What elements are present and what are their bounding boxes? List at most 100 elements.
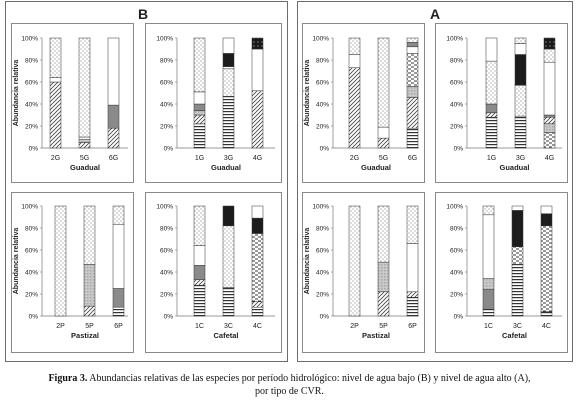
y-tick-label: 60%	[25, 80, 38, 87]
bar-segment	[251, 205, 264, 219]
bar-segment	[377, 291, 390, 317]
x-category-label: 6G	[109, 155, 118, 162]
x-category-label: 4G	[253, 155, 262, 162]
x-axis-title: Guadual	[361, 163, 391, 172]
bar-segment	[222, 37, 235, 54]
bar-segment	[406, 297, 419, 317]
bar-segment	[511, 205, 524, 211]
x-category-label: 4C	[542, 323, 551, 330]
x-category-label: 6G	[408, 155, 417, 162]
bar-segment	[406, 53, 419, 87]
y-tick-label: 60%	[450, 248, 463, 255]
bar-segment	[193, 265, 206, 280]
bar-segment	[348, 54, 361, 68]
figure-caption: Figura 3. Abundancias relativas de las e…	[0, 372, 579, 398]
bar-segment	[49, 37, 62, 78]
y-tick-label: 80%	[25, 58, 38, 65]
bar-segment	[406, 291, 419, 298]
panel-b-letter: B	[138, 6, 149, 22]
bar-segment	[485, 116, 498, 149]
caption-text-1: Abundancias relativas de las especies po…	[87, 373, 531, 384]
y-tick-label: 20%	[316, 292, 329, 299]
bar-segment	[482, 278, 495, 290]
y-tick-label: 20%	[450, 124, 463, 131]
x-axis-title: Cafetal	[502, 331, 527, 340]
bar-segment	[377, 37, 390, 128]
x-axis-title: Pastizal	[71, 331, 99, 340]
x-category-label: 2G	[350, 155, 359, 162]
bar-segment	[540, 311, 553, 317]
y-tick-label: 20%	[25, 124, 38, 131]
caption-line-2: por tipo de CVR.	[255, 386, 324, 397]
y-axis-title: Abundancia relativa	[13, 228, 20, 295]
bar-segment	[406, 37, 419, 43]
bar-segment	[377, 261, 390, 293]
bar-segment	[193, 205, 206, 246]
bar-segment	[83, 305, 96, 317]
bar-segment	[193, 103, 206, 111]
bar-segment	[406, 42, 419, 48]
y-tick-label: 0%	[29, 146, 39, 153]
y-axis-title: Abundancia relativa	[304, 228, 311, 295]
bar-segment	[543, 114, 556, 118]
chart-A-cafetal: 0% 20% 40% 60% 80% 100% 1C 3C 4C Cafetal	[446, 204, 562, 340]
y-tick-label: 0%	[454, 146, 464, 153]
bar-segment	[222, 225, 235, 288]
chart-A-guadual-a: 0% 20% 40% 60% 80% 100% 2G 5G 6G Guadual Abundanci…	[304, 36, 419, 172]
x-axis-title: Pastizal	[362, 331, 390, 340]
y-tick-label: 20%	[160, 124, 173, 131]
y-tick-label: 100%	[312, 36, 329, 43]
bar-segment	[514, 37, 527, 44]
bar-segment	[406, 243, 419, 293]
y-tick-label: 60%	[160, 80, 173, 87]
y-tick-label: 0%	[320, 314, 330, 321]
bar-segment	[78, 37, 91, 138]
bar-segment	[482, 205, 495, 216]
bar-segment	[83, 205, 96, 265]
x-category-label: 6P	[114, 323, 123, 330]
chart-B-cafetal: 0% 20% 40% 60% 80% 100% 1C 3C 4C Cafetal	[156, 204, 275, 340]
y-tick-label: 100%	[156, 36, 173, 43]
bar-segment	[107, 104, 120, 129]
bar-segment	[540, 205, 553, 214]
bar-segment	[78, 136, 91, 140]
bar-segment	[251, 90, 264, 149]
bar-segment	[511, 264, 524, 317]
bar-segment	[251, 37, 264, 50]
bar-segment	[348, 205, 361, 317]
bar-segment	[511, 246, 524, 265]
chart-B-guadual-a: 0% 20% 40% 60% 80% 100% 2G 5G 6G Guadual Abundanci…	[13, 36, 128, 172]
bar-segment	[377, 126, 390, 139]
chart-box-a-cafetal	[435, 192, 568, 353]
bar-segment	[514, 54, 527, 86]
bar-segment	[193, 284, 206, 317]
y-axis-title: Abundancia relativa	[304, 60, 311, 127]
x-category-label: 2G	[51, 155, 60, 162]
y-tick-label: 100%	[156, 204, 173, 211]
chart-box-a-guadual-b	[435, 23, 568, 183]
chart-box-a-guadual-a	[302, 23, 425, 183]
y-tick-label: 40%	[160, 102, 173, 109]
chart-box-b-guadual-a	[11, 23, 134, 183]
y-tick-label: 40%	[450, 102, 463, 109]
bar-segment	[251, 306, 264, 317]
y-tick-label: 0%	[454, 314, 464, 321]
bar-segment	[222, 53, 235, 67]
bar-segment	[348, 37, 361, 55]
y-tick-label: 80%	[316, 226, 329, 233]
y-tick-label: 60%	[25, 248, 38, 255]
y-tick-label: 0%	[164, 314, 174, 321]
bar-segment	[348, 67, 361, 149]
bar-segment	[222, 96, 235, 149]
y-tick-label: 80%	[160, 226, 173, 233]
bar-segment	[83, 264, 96, 307]
chart-box-b-cafetal	[145, 192, 282, 353]
bar-segment	[485, 103, 498, 114]
x-category-label: 2P	[350, 323, 359, 330]
x-category-label: 5G	[80, 155, 89, 162]
x-category-label: 3C	[513, 323, 522, 330]
chart-box-b-pastizal-a	[11, 192, 134, 353]
y-tick-label: 0%	[164, 146, 174, 153]
y-tick-label: 40%	[316, 270, 329, 277]
bar-segment	[193, 91, 206, 105]
